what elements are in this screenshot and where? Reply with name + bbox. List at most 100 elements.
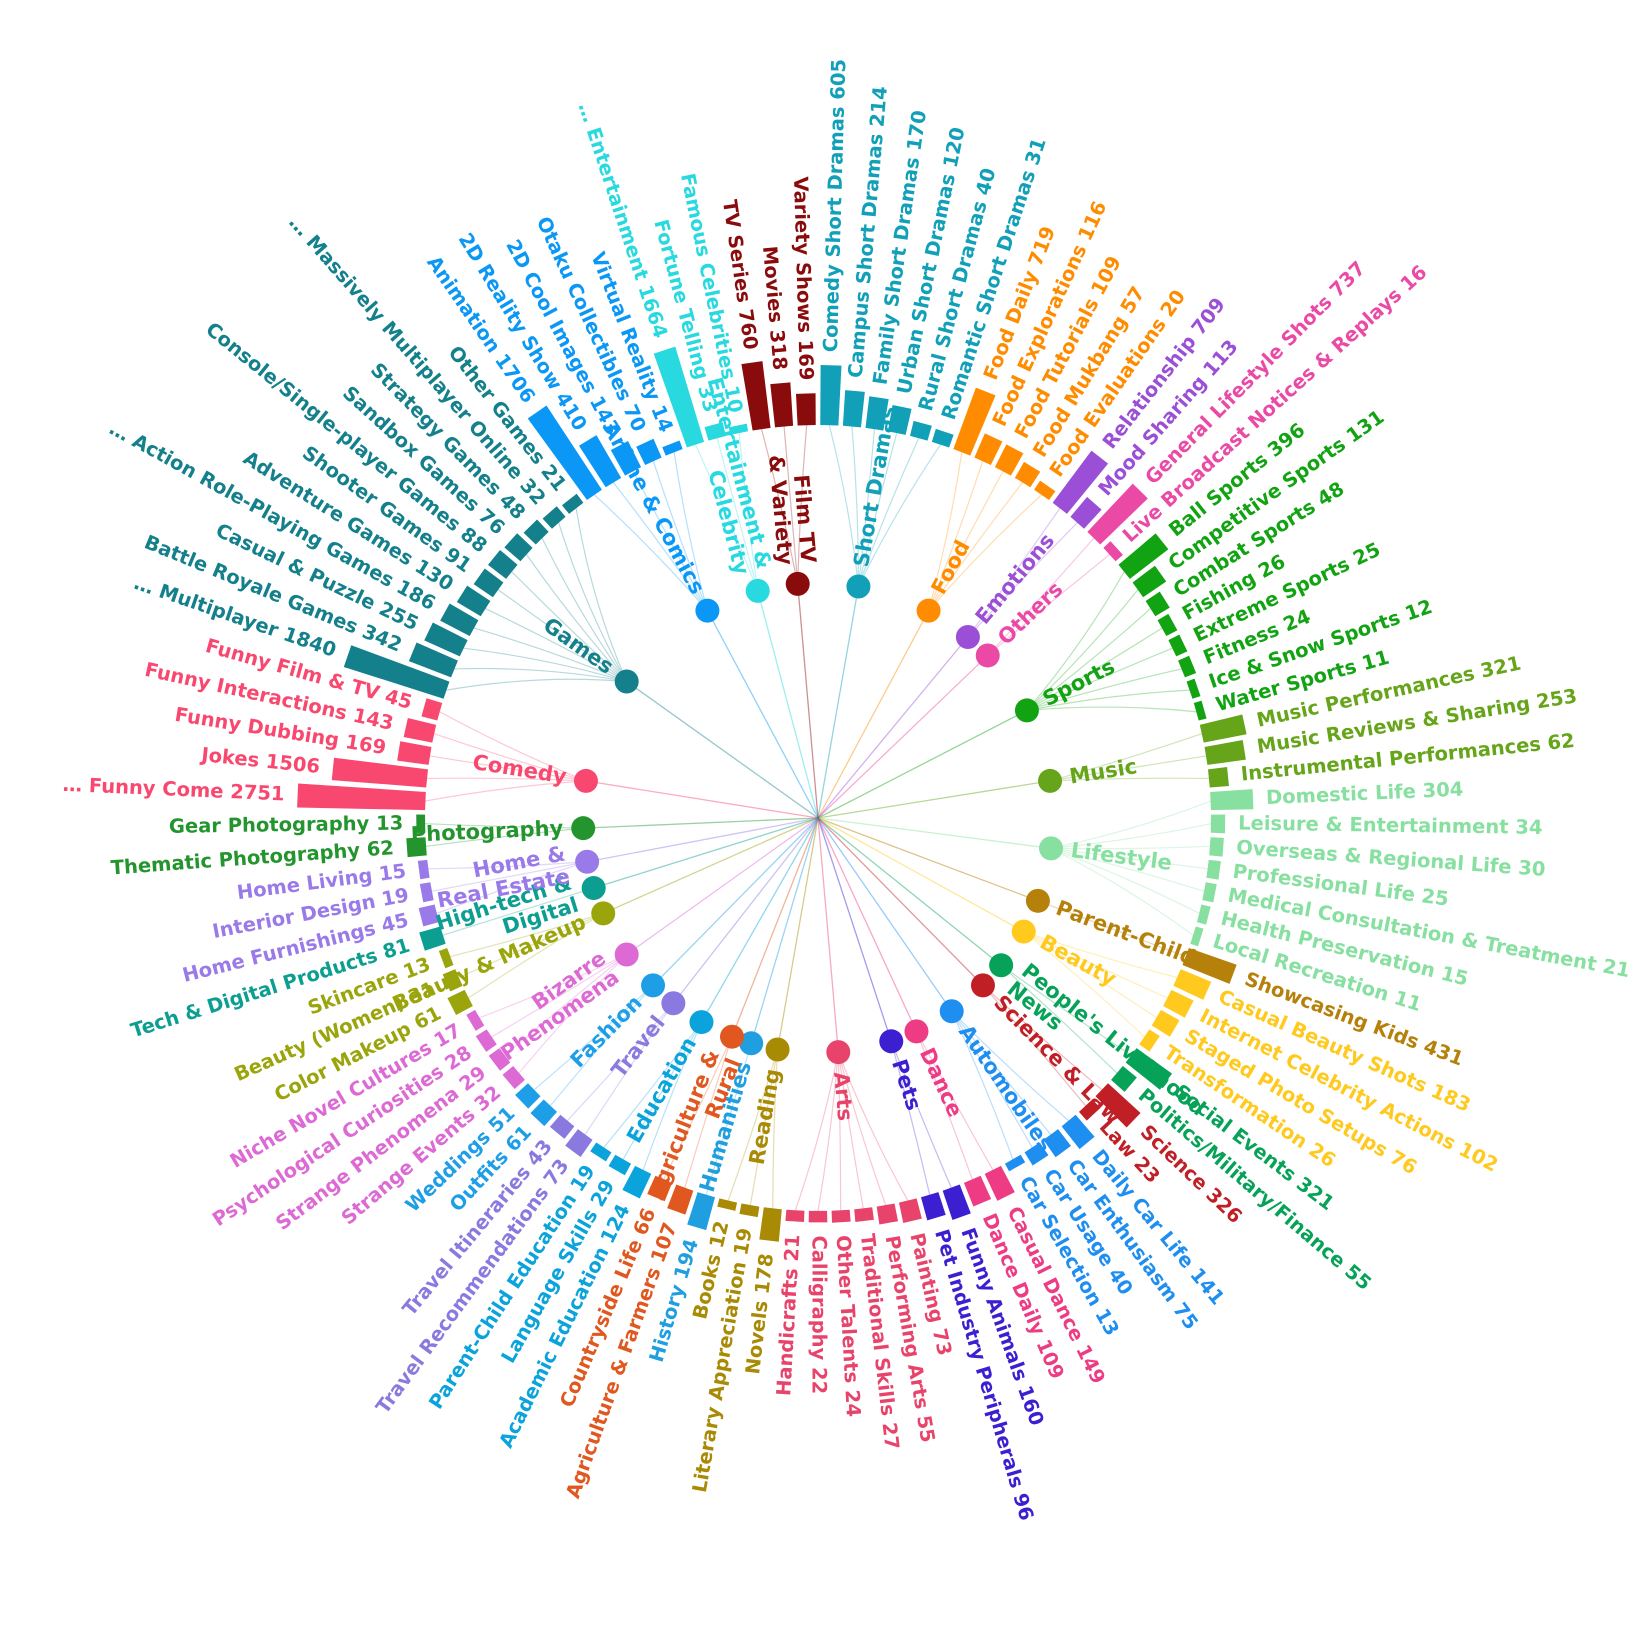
leaf-bar[interactable] [1199, 714, 1247, 743]
leaf-bar[interactable] [515, 1083, 541, 1109]
leaf-bar[interactable] [942, 1184, 971, 1220]
leaf-bar[interactable] [636, 438, 662, 466]
leaf-bar[interactable] [687, 1192, 716, 1231]
leaf-bar[interactable] [1196, 904, 1211, 925]
leaf-bar[interactable] [704, 422, 726, 441]
leaf-bar[interactable] [1210, 789, 1254, 811]
category-node-education[interactable] [689, 1010, 714, 1035]
leaf-bar[interactable] [647, 1175, 673, 1202]
category-node-home-real-estate[interactable] [575, 849, 600, 874]
leaf-bar[interactable] [653, 346, 705, 448]
leaf-bar[interactable] [416, 814, 426, 834]
leaf-bar[interactable] [785, 1209, 805, 1222]
leaf-bar[interactable] [421, 698, 443, 721]
leaf-bar[interactable] [953, 387, 996, 456]
leaf-bar[interactable] [1004, 1154, 1026, 1172]
leaf-bar[interactable] [717, 1198, 738, 1211]
leaf-bar[interactable] [561, 493, 584, 514]
category-node-reading[interactable] [765, 1037, 790, 1062]
leaf-bar[interactable] [530, 1099, 558, 1127]
leaf-bar[interactable] [842, 390, 865, 428]
leaf-bar[interactable] [1078, 1099, 1101, 1121]
category-node-comedy[interactable] [573, 768, 598, 793]
category-node-high-tech-digital[interactable] [581, 876, 606, 901]
category-node-emotions[interactable] [955, 625, 980, 650]
category-node-travel[interactable] [661, 991, 686, 1016]
leaf-bar[interactable] [438, 948, 454, 969]
leaf-bar[interactable] [1139, 1029, 1160, 1052]
leaf-bar[interactable] [1207, 767, 1229, 788]
leaf-bar[interactable] [1190, 926, 1204, 947]
leaf-bar[interactable] [542, 506, 566, 529]
leaf-bar[interactable] [808, 1210, 828, 1223]
leaf-bar[interactable] [622, 1165, 652, 1199]
leaf-bar[interactable] [1157, 613, 1178, 637]
leaf-bar[interactable] [770, 382, 794, 428]
leaf-bar[interactable] [1103, 541, 1123, 562]
leaf-bar[interactable] [502, 1066, 525, 1090]
category-node-entertainment-celebrity[interactable] [745, 578, 770, 603]
category-node-food[interactable] [916, 598, 941, 623]
leaf-bar[interactable] [1186, 678, 1201, 699]
leaf-bar[interactable] [1070, 496, 1102, 529]
category-node-film-tv-variety[interactable] [785, 571, 810, 596]
category-node-beauty[interactable] [1011, 919, 1036, 944]
leaf-bar[interactable] [424, 622, 468, 657]
leaf-bar[interactable] [1125, 1048, 1173, 1090]
leaf-bar[interactable] [1151, 1009, 1180, 1037]
category-node-agriculture-rural[interactable] [719, 1024, 744, 1049]
leaf-bar[interactable] [1206, 859, 1221, 880]
leaf-bar[interactable] [1145, 591, 1170, 617]
leaf-bar[interactable] [854, 1207, 874, 1222]
leaf-bar[interactable] [994, 444, 1024, 476]
category-node-lifestyle[interactable] [1039, 836, 1064, 861]
category-node-bizarre-phenomena[interactable] [614, 942, 639, 967]
leaf-bar[interactable] [1204, 740, 1246, 765]
leaf-bar[interactable] [331, 757, 429, 788]
leaf-bar[interactable] [440, 603, 479, 637]
leaf-bar[interactable] [974, 433, 1003, 466]
category-node-humanities[interactable] [739, 1031, 764, 1056]
category-node-games[interactable] [614, 669, 639, 694]
leaf-bar[interactable] [920, 1192, 946, 1221]
leaf-bar[interactable] [865, 396, 889, 431]
leaf-bar[interactable] [418, 904, 440, 927]
leaf-bar[interactable] [297, 783, 426, 811]
leaf-bar[interactable] [1210, 814, 1226, 834]
leaf-bar[interactable] [610, 441, 642, 476]
leaf-bar[interactable] [910, 420, 932, 441]
leaf-bar[interactable] [662, 440, 683, 456]
leaf-bar[interactable] [343, 645, 450, 699]
leaf-bar[interactable] [984, 1165, 1015, 1201]
category-node-sports[interactable] [1014, 698, 1039, 723]
leaf-bar[interactable] [419, 882, 434, 903]
category-node-parent-child[interactable] [1025, 888, 1050, 913]
category-node-science-law[interactable] [970, 973, 995, 998]
leaf-bar[interactable] [1087, 483, 1148, 545]
leaf-bar[interactable] [1202, 882, 1217, 903]
leaf-bar[interactable] [795, 393, 816, 426]
category-node-automobiles[interactable] [939, 999, 964, 1024]
leaf-bar[interactable] [408, 642, 458, 678]
category-node-anime-comics[interactable] [695, 598, 720, 623]
leaf-bar[interactable] [741, 361, 771, 431]
leaf-bar[interactable] [898, 1198, 922, 1223]
leaf-bar[interactable] [963, 1175, 992, 1207]
leaf-bar[interactable] [667, 1184, 694, 1215]
leaf-bar[interactable] [565, 1129, 593, 1157]
leaf-bar[interactable] [1024, 1142, 1049, 1166]
leaf-bar[interactable] [406, 837, 427, 858]
leaf-bar[interactable] [759, 1207, 782, 1242]
leaf-bar[interactable] [1043, 1129, 1071, 1158]
category-node-short-dramas[interactable] [846, 574, 871, 599]
leaf-bar[interactable] [527, 405, 602, 501]
leaf-bar[interactable] [1132, 565, 1167, 598]
leaf-bar[interactable] [1193, 700, 1207, 721]
leaf-bar[interactable] [608, 1154, 632, 1176]
leaf-bar[interactable] [1182, 948, 1237, 984]
leaf-bar[interactable] [549, 1114, 575, 1139]
leaf-bar[interactable] [1111, 1066, 1137, 1092]
leaf-bar[interactable] [488, 1048, 511, 1071]
leaf-bar[interactable] [447, 989, 473, 1016]
leaf-bar[interactable] [397, 741, 432, 765]
